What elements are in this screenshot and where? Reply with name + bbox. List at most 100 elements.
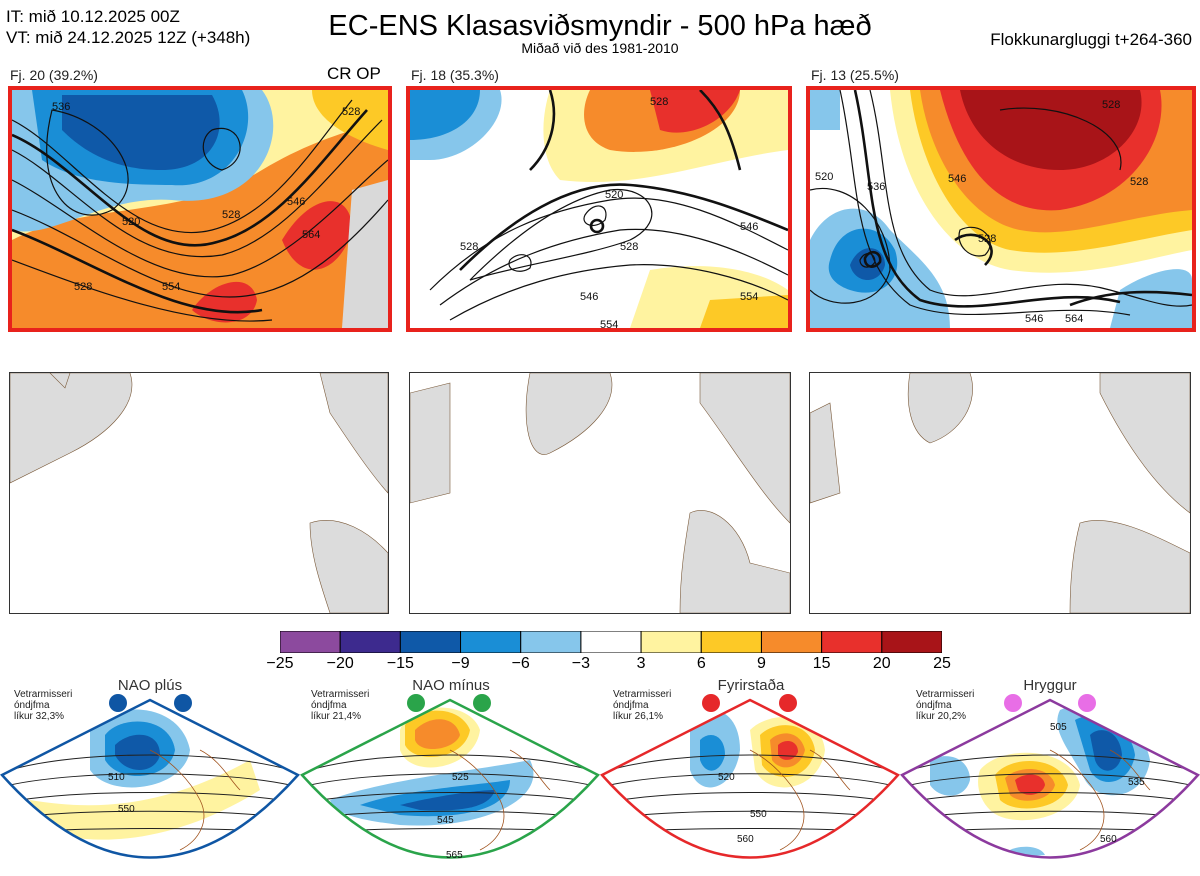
colorbar-ticks: −25 −20 −15 −9 −6 −3 3 6 9 15 20 25 [266,655,950,675]
colorbar-tick: 15 [812,655,831,672]
contour-label: 550 [750,809,767,820]
regime-2-prob-line: líkur 21,4% [311,711,362,722]
cluster-1-map: 520 528 536 546 554 564 528 528 [8,86,392,332]
contour-label: 520 [605,189,623,201]
cluster-2-label: Fj. 18 (35.3%) [411,67,499,83]
page-subtitle: Miðað við des 1981-2010 [521,40,679,56]
contour-label: 554 [162,281,180,293]
regime-4-prob-line: líkur 20,2% [916,711,967,722]
colorbar-tick: −20 [326,655,354,672]
cluster-1-label: Fj. 20 (39.2%) [10,67,98,83]
regime-3-probability: Vetrarmisseri óndjfma líkur 26,1% [613,689,671,722]
contour-label: 528 [978,233,996,245]
colorbar-segment [580,630,642,654]
colorbar-segment [460,630,522,654]
regime-2-probability: Vetrarmisseri óndjfma líkur 21,4% [311,689,369,722]
contour-label: 564 [1065,313,1083,325]
regime-3-name: Fyrirstaða [717,677,785,694]
regime-4-prob-line: Vetrarmisseri [916,689,975,700]
contour-label: 550 [118,804,135,815]
contour-label: 546 [1025,313,1043,325]
contour-label: 520 [718,772,735,783]
regime-dot-icon [702,694,720,712]
contour-label: 536 [867,181,885,193]
contour-label: 505 [1050,722,1067,733]
regime-1-map: 510 550 [0,690,301,871]
cluster-1-tag: CR OP [327,64,381,83]
regime-4-probability: Vetrarmisseri óndjfma líkur 20,2% [916,689,974,722]
regime-dot-icon [174,694,192,712]
contour-label: 560 [737,834,754,845]
colorbar-segment [640,630,702,654]
contour-label: 536 [52,101,70,113]
contour-label: 528 [460,241,478,253]
regime-border [899,698,1200,859]
colorbar-segment [881,630,943,654]
colorbar-segment [520,630,582,654]
regime-4-map: 505 535 560 [899,690,1200,871]
contour-label: 560 [1100,834,1117,845]
colorbar-segment [279,630,341,654]
cluster-3-label: Fj. 13 (25.5%) [811,67,899,83]
contour-label: 528 [1130,176,1148,188]
colorbar-tick: 20 [872,655,891,672]
contour-label: 535 [1128,777,1145,788]
contour-label: 525 [452,772,469,783]
regime-dot-icon [1078,694,1096,712]
regime-border [0,698,301,859]
base-map-2 [409,372,791,614]
base-map-1 [9,372,389,614]
cluster-3-map: 528 546 520 528 536 546 564 528 [806,86,1196,332]
header-times: IT: mið 10.12.2025 00Z VT: mið 24.12.202… [6,6,250,48]
regime-1-probability: Vetrarmisseri óndjfma líkur 32,3% [14,689,72,722]
colorbar-tick: 9 [757,655,766,672]
regime-2-prob-line: óndjfma [311,700,347,711]
regime-3-prob-line: líkur 26,1% [613,711,664,722]
colorbar-tick: −9 [451,655,470,672]
regime-1-prob-line: óndjfma [14,700,50,711]
colorbar-tick: −3 [571,655,591,672]
colorbar-segment [700,630,762,654]
regime-1-name: NAO plús [117,677,183,694]
colorbar-tick: −25 [266,655,294,672]
contour-label: 546 [948,173,966,185]
contour-label: 520 [122,216,140,228]
regime-3-map: 520 550 560 [599,690,901,871]
regime-2-name: NAO mínus [412,677,490,694]
contour-label: 520 [815,171,833,183]
classification-window: Flokkunargluggi t+264-360 [990,30,1192,49]
colorbar-tick: 3 [636,655,646,672]
colorbar-tick: −15 [386,655,414,672]
contour-label: 564 [302,229,320,241]
contour-label: 565 [446,850,463,861]
regime-1-prob-line: líkur 32,3% [14,711,65,722]
issue-time: IT: mið 10.12.2025 00Z [6,7,180,26]
colorbar-segment [399,630,462,654]
cluster-2-map: 520 528 546 554 528 546 554 528 [406,86,792,332]
colorbar-segment [821,630,883,654]
contour-label: 528 [620,241,638,253]
regime-border [599,698,901,859]
valid-time: VT: mið 24.12.2025 12Z (+348h) [6,28,251,47]
contour-label: 554 [740,291,758,303]
contour-label: 528 [74,281,92,293]
regime-1-prob-line: Vetrarmisseri [14,689,73,700]
regime-2-prob-line: Vetrarmisseri [311,689,370,700]
contour-label: 546 [740,221,758,233]
contour-label: 546 [580,291,598,303]
regime-dot-icon [1004,694,1022,712]
colorbar-segment [760,630,823,654]
colorbar-tick: 6 [696,655,706,672]
colorbar-tick: 25 [933,655,951,672]
contour-label: 528 [342,106,360,118]
contour-label: 528 [1102,99,1120,111]
regime-dot-icon [109,694,127,712]
regime-4-name: Hryggur [1023,677,1077,694]
regime-border [299,698,601,859]
regime-dot-icon [407,694,425,712]
contour-label: 528 [222,209,240,221]
colorbar [279,630,943,654]
contour-label: 546 [287,196,305,208]
regime-3-prob-line: Vetrarmisseri [613,689,672,700]
contour-label: 545 [437,815,454,826]
